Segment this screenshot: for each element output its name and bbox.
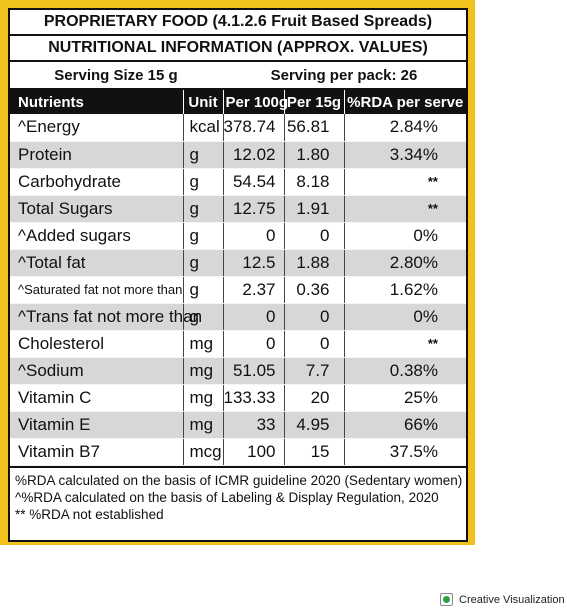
table-row: Cholesterol mg 0 0 **: [10, 330, 466, 358]
value-per-15g: 1.88: [284, 249, 345, 277]
table-row: Total Sugars g 12.75 1.91 **: [10, 195, 466, 223]
table-row: ^Trans fat not more than g 0 0 0%: [10, 303, 466, 331]
table-row: ^Added sugars g 0 0 0%: [10, 222, 466, 250]
nutrient-unit: g: [183, 276, 224, 304]
header-rda: %RDA per serve: [344, 90, 466, 114]
value-per-15g: 0: [284, 222, 345, 250]
table-row: Protein g 12.02 1.80 3.34%: [10, 141, 466, 169]
nutrient-unit: g: [183, 195, 224, 223]
value-per-100g: 12.75: [223, 195, 285, 223]
value-rda: 0%: [344, 303, 466, 331]
nutrient-name: ^Trans fat not more than: [10, 303, 202, 331]
nutrient-unit: g: [183, 168, 224, 196]
nutrient-unit: g: [183, 141, 224, 169]
value-per-15g: 1.80: [284, 141, 345, 169]
nutrient-unit: mg: [183, 357, 224, 385]
table-row: ^Total fat g 12.5 1.88 2.80%: [10, 249, 466, 277]
value-per-100g: 54.54: [223, 168, 285, 196]
value-rda: 25%: [344, 384, 466, 412]
nutrition-table: Nutrients Unit Per 100g Per 15g %RDA per…: [10, 90, 466, 466]
value-rda: **: [344, 195, 466, 223]
value-per-100g: 378.74: [223, 114, 285, 142]
value-rda: 1.62%: [344, 276, 466, 304]
nutrient-name: Vitamin E: [10, 411, 184, 439]
value-per-15g: 0: [284, 330, 345, 358]
value-rda: 2.80%: [344, 249, 466, 277]
value-per-100g: 100: [223, 438, 285, 466]
value-per-15g: 7.7: [284, 357, 345, 385]
value-per-15g: 20: [284, 384, 345, 412]
value-rda: 0.38%: [344, 357, 466, 385]
nutrient-unit: g: [183, 303, 224, 331]
nutrient-name: Vitamin B7: [10, 438, 184, 466]
label-title: PROPRIETARY FOOD (4.1.2.6 Fruit Based Sp…: [10, 10, 466, 36]
table-body: ^Energy kcal 378.74 56.81 2.84% Protein g 12.02…: [10, 114, 466, 466]
value-per-15g: 56.81: [284, 114, 345, 142]
value-per-100g: 2.37: [223, 276, 285, 304]
table-row: Carbohydrate g 54.54 8.18 **: [10, 168, 466, 196]
footnote: ** %RDA not established: [15, 506, 164, 522]
nutrient-unit: kcal: [183, 114, 224, 142]
nutrient-unit: mg: [183, 330, 224, 358]
header-unit: Unit: [183, 90, 224, 114]
nutrient-name: Protein: [10, 141, 184, 169]
value-rda: 0%: [344, 222, 466, 250]
servings-per-pack: Serving per pack: 26: [270, 66, 418, 84]
value-per-100g: 0: [223, 330, 285, 358]
table-row: Vitamin B7 mcg 100 15 37.5%: [10, 438, 466, 466]
nutrient-name: Cholesterol: [10, 330, 184, 358]
value-per-15g: 8.18: [284, 168, 345, 196]
footnote: ^%RDA calculated on the basis of Labelin…: [15, 489, 439, 505]
nutrient-name: ^Saturated fat not more than: [10, 276, 184, 304]
value-rda: 2.84%: [344, 114, 466, 142]
value-per-15g: 1.91: [284, 195, 345, 223]
nutrient-name: ^Sodium: [10, 357, 184, 385]
nutrient-unit: mg: [183, 384, 224, 412]
footnotes: %RDA calculated on the basis of ICMR gui…: [10, 465, 466, 523]
footnote: %RDA calculated on the basis of ICMR gui…: [15, 472, 463, 488]
value-per-15g: 15: [284, 438, 345, 466]
value-per-100g: 12.02: [223, 141, 285, 169]
value-rda: **: [344, 330, 466, 358]
credit-text: Creative Visualization: [459, 593, 565, 606]
nutrient-unit: g: [183, 249, 224, 277]
value-per-15g: 0.36: [284, 276, 345, 304]
value-per-15g: 4.95: [284, 411, 345, 439]
credit-badge: Creative Visualization: [440, 593, 565, 606]
table-row: ^Energy kcal 378.74 56.81 2.84%: [10, 114, 466, 142]
serving-info: Serving Size 15 g Serving per pack: 26: [10, 62, 466, 90]
value-per-100g: 133.33: [223, 384, 285, 412]
table-row: ^Saturated fat not more than g 2.37 0.36 1.6…: [10, 276, 466, 304]
nutrient-name: Vitamin C: [10, 384, 184, 412]
value-per-100g: 33: [223, 411, 285, 439]
value-per-100g: 0: [223, 303, 285, 331]
header-per-100g: Per 100g: [223, 90, 288, 114]
nutrient-name: ^Added sugars: [10, 222, 184, 250]
value-rda: **: [344, 168, 466, 196]
serving-size: Serving Size 15 g: [54, 66, 178, 84]
value-per-100g: 51.05: [223, 357, 285, 385]
header-per-15g: Per 15g: [284, 90, 345, 114]
nutrient-name: Total Sugars: [10, 195, 184, 223]
nutrient-unit: mcg: [183, 438, 224, 466]
value-per-100g: 12.5: [223, 249, 285, 277]
nutrient-unit: g: [183, 222, 224, 250]
label-subtitle: NUTRITIONAL INFORMATION (APPROX. VALUES): [10, 36, 466, 62]
value-rda: 37.5%: [344, 438, 466, 466]
nutrition-panel: PROPRIETARY FOOD (4.1.2.6 Fruit Based Sp…: [8, 8, 468, 542]
nutrient-name: ^Total fat: [10, 249, 184, 277]
table-row: ^Sodium mg 51.05 7.7 0.38%: [10, 357, 466, 385]
nutrient-name: ^Energy: [10, 114, 184, 142]
table-header-row: Nutrients Unit Per 100g Per 15g %RDA per…: [10, 90, 466, 114]
value-rda: 66%: [344, 411, 466, 439]
value-rda: 3.34%: [344, 141, 466, 169]
value-per-100g: 0: [223, 222, 285, 250]
value-per-15g: 0: [284, 303, 345, 331]
checkbox-icon: [440, 593, 453, 606]
header-nutrients: Nutrients: [10, 90, 184, 114]
nutrient-unit: mg: [183, 411, 224, 439]
nutrient-name: Carbohydrate: [10, 168, 184, 196]
